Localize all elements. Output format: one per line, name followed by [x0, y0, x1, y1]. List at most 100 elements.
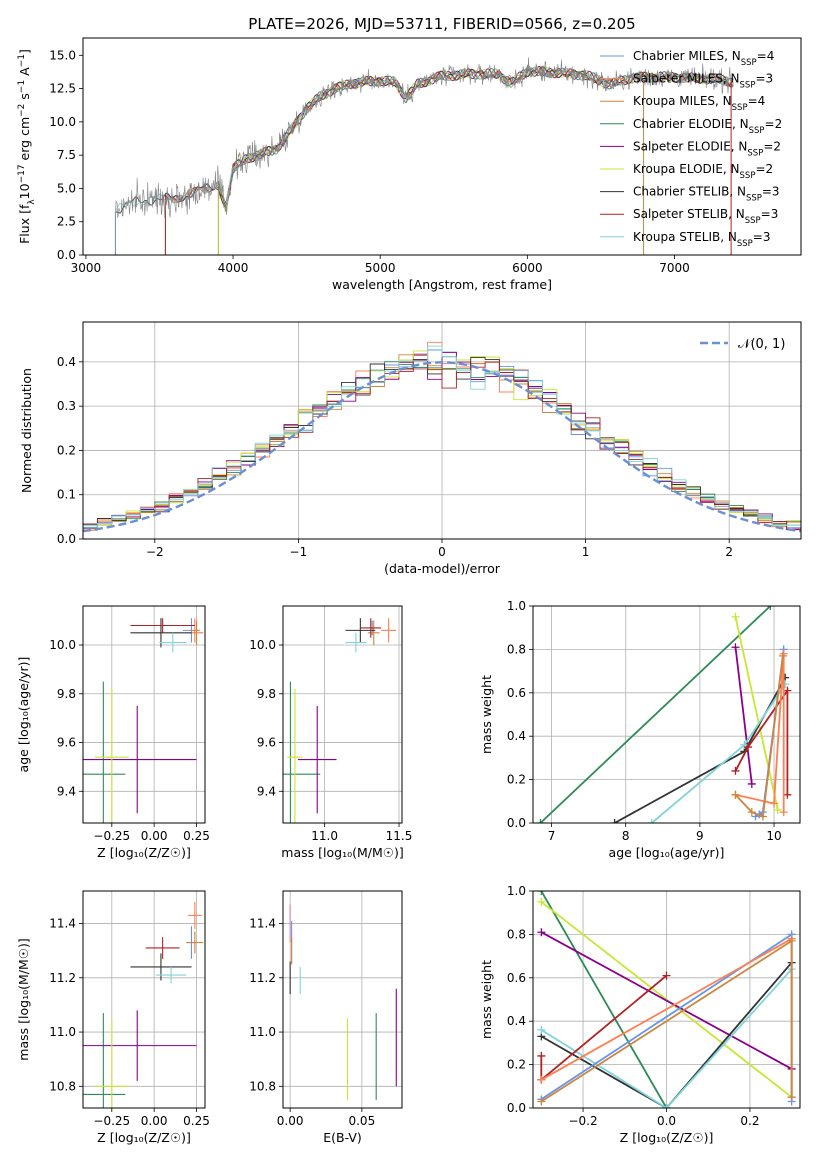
y-axis-label-part: s — [17, 93, 32, 104]
weight-point-marker — [770, 799, 779, 808]
y-axis-label-part: −1 — [17, 54, 27, 67]
y-tick-label: 9.4 — [57, 784, 76, 798]
y-axis-label: mass weight — [479, 675, 494, 754]
axes-frame — [532, 605, 801, 824]
weight-point-marker — [537, 891, 546, 895]
x-tick-label: 0 — [438, 545, 446, 559]
y-tick-label: 0.4 — [507, 729, 526, 743]
legend-subscript: SSP — [741, 58, 757, 68]
y-axis-label: mass weight — [479, 960, 494, 1039]
weight-point-marker — [766, 606, 775, 610]
weight-line — [539, 606, 771, 823]
y-tick-label: 11.2 — [49, 971, 76, 985]
x-tick-label: 0.25 — [183, 1114, 210, 1128]
legend-entry: Kroupa STELIB, NSSP=3 — [633, 230, 771, 249]
weight-point-marker — [537, 1075, 546, 1084]
legend-subscript: SSP — [732, 103, 748, 113]
y-tick-label: 0.0 — [57, 532, 76, 546]
weight-point-marker — [747, 779, 756, 788]
y-tick-label: 11.0 — [49, 1025, 76, 1039]
weight-point-marker — [537, 897, 546, 906]
weight-point-marker — [779, 808, 788, 817]
plot-area — [536, 606, 792, 823]
x-tick-label: 11.0 — [311, 829, 338, 843]
weight-point-marker — [731, 766, 740, 775]
x-tick-label: 9 — [696, 829, 704, 843]
legend-entry: Salpeter MILES, NSSP=3 — [633, 72, 773, 91]
legend-entry: 𝒩(0, 1) — [738, 337, 785, 352]
axes-frame — [82, 321, 802, 540]
y-tick-label: 0.1 — [57, 488, 76, 502]
weight-point-marker — [537, 1097, 546, 1106]
legend-subscript: SSP — [737, 239, 753, 249]
legend-label: Salpeter STELIB, N — [633, 207, 745, 221]
y-tick-label: 2.5 — [57, 215, 76, 229]
weight-point-marker — [662, 971, 671, 980]
x-tick-label: 2 — [725, 545, 733, 559]
weight-point-marker — [647, 819, 656, 823]
y-axis-label-part: −1 — [17, 80, 27, 93]
y-tick-label: 10.0 — [249, 638, 276, 652]
legend-count: =3 — [761, 207, 779, 221]
y-tick-label: 9.6 — [257, 736, 276, 750]
axes-frame — [532, 890, 801, 1109]
weight-point-marker — [744, 743, 753, 752]
observed-spectrum-line — [115, 57, 734, 255]
y-tick-label: 9.8 — [57, 687, 76, 701]
y-tick-label: 0.0 — [507, 816, 526, 830]
y-tick-label: 10.0 — [49, 638, 76, 652]
weight-line — [734, 616, 779, 811]
y-tick-label: 7.5 — [57, 148, 76, 162]
y-tick-label: 11.4 — [249, 917, 276, 931]
plot-area — [83, 618, 204, 823]
x-tick-label: −0.25 — [93, 829, 130, 843]
legend-count: =4 — [757, 49, 775, 63]
model-spectrum-line — [164, 66, 734, 255]
weight-line — [540, 931, 793, 1070]
x-tick-label: 5000 — [365, 261, 396, 275]
weight-point-marker — [537, 1051, 546, 1060]
y-tick-label: 9.4 — [257, 784, 276, 798]
y-tick-label: 0.2 — [507, 1058, 526, 1072]
legend-subscript: SSP — [740, 81, 756, 91]
legend-entry: Chabrier STELIB, NSSP=3 — [633, 185, 780, 204]
y-axis-label: mass [log₁₀(M/M☉)] — [16, 938, 31, 1060]
x-tick-label: 7 — [548, 829, 556, 843]
y-tick-label: 11.2 — [249, 971, 276, 985]
y-tick-label: 0.4 — [507, 1014, 526, 1028]
plot-area — [83, 341, 801, 539]
y-tick-label: 0.6 — [507, 686, 526, 700]
y-tick-label: 12.5 — [49, 82, 76, 96]
x-axis-label: Z [log₁₀(Z/Z☉)] — [620, 1130, 714, 1145]
y-tick-label: 0.6 — [507, 971, 526, 985]
y-axis-label-part: λ — [27, 199, 37, 205]
x-tick-label: −1 — [290, 545, 308, 559]
y-axis-label-part: Flux [f — [17, 204, 32, 244]
legend-count: =4 — [748, 94, 766, 108]
legend-entry: Salpeter STELIB, NSSP=3 — [633, 207, 778, 226]
legend-count: =2 — [763, 139, 781, 153]
legend-label: Chabrier MILES, N — [633, 49, 741, 63]
weight-point-marker — [537, 928, 546, 937]
x-tick-label: 7000 — [659, 261, 690, 275]
weight-line — [540, 891, 668, 1108]
x-axis-label: mass [log₁₀(M/M☉)] — [281, 845, 403, 860]
age-vs-mass-panel: 11.0 11.5 9.4 9.6 9.8 10.0 mass [log₁₀(M/M☉)] — [249, 605, 412, 860]
y-axis-label: age [log₁₀(age/yr)] — [16, 657, 31, 773]
y-tick-label: 1.0 — [507, 884, 526, 898]
y-tick-label: 0.4 — [57, 355, 76, 369]
y-tick-label: 10.8 — [49, 1079, 76, 1093]
weight-point-marker — [783, 790, 792, 799]
plot-area — [289, 904, 397, 1100]
weight-point-marker — [537, 1025, 546, 1034]
weight-point-marker — [747, 808, 756, 817]
legend-subscript: SSP — [745, 216, 761, 226]
legend-entry: Chabrier MILES, NSSP=4 — [633, 49, 774, 68]
x-axis-label: Z [log₁₀(Z/Z☉)] — [97, 1130, 191, 1145]
plot-area — [283, 618, 397, 823]
weight-point-marker — [662, 1104, 671, 1108]
weight-line — [735, 653, 785, 813]
y-axis-label-part: A — [17, 67, 32, 80]
weight-line — [540, 974, 668, 1082]
